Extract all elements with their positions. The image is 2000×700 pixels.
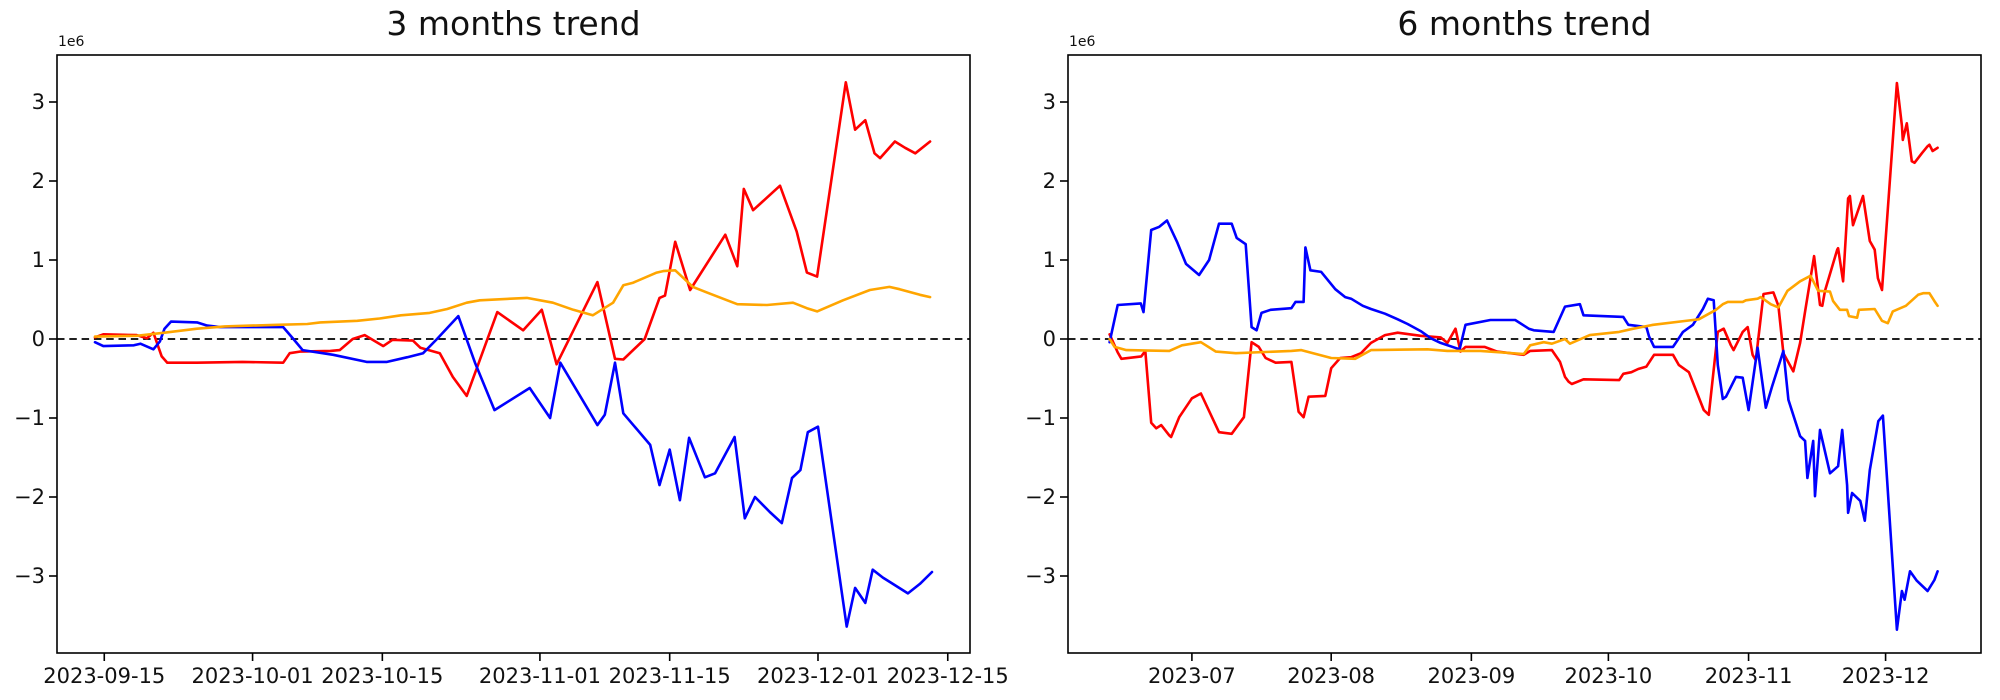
y-tick-label: −3 <box>14 564 45 588</box>
y-tick-label: 3 <box>31 90 45 114</box>
orange-series-line <box>1108 274 1939 361</box>
red-series-line <box>93 81 932 398</box>
y-axis-offset-label: 1e6 <box>1069 34 1096 50</box>
x-tick-label: 2023-09-15 <box>43 664 166 688</box>
x-tick-label: 2023-11-15 <box>608 664 731 688</box>
plot-frame <box>1067 54 1982 654</box>
y-tick-label: 2 <box>31 169 45 193</box>
plot-frame <box>56 54 971 654</box>
blue-series-line <box>1108 219 1939 632</box>
y-tick-label: 0 <box>31 327 45 351</box>
x-tick-label: 2023-09 <box>1427 664 1516 688</box>
x-tick-label: 2023-11 <box>1704 664 1793 688</box>
x-tick-label: 2023-10 <box>1564 664 1653 688</box>
chart-title-3-months: 3 months trend <box>386 4 641 43</box>
orange-series-line <box>93 268 932 338</box>
y-axis-offset-label: 1e6 <box>58 34 85 50</box>
x-tick-label: 2023-07 <box>1148 664 1236 688</box>
x-tick-label: 2023-10-01 <box>191 664 314 688</box>
y-tick-label: −1 <box>14 406 45 430</box>
x-tick-label: 2023-08 <box>1287 664 1376 688</box>
y-tick-label: 1 <box>31 248 45 272</box>
red-series-line <box>1108 81 1939 439</box>
x-tick-label: 2023-12 <box>1841 664 1930 688</box>
y-tick-label: −2 <box>1025 485 1056 509</box>
x-tick-label: 2023-12-01 <box>756 664 880 688</box>
chart-title-6-months: 6 months trend <box>1397 4 1652 43</box>
x-tick-label: 2023-11-01 <box>478 664 601 688</box>
y-tick-label: 0 <box>1042 327 1056 351</box>
y-tick-label: 3 <box>1042 90 1056 114</box>
y-tick-label: 2 <box>1042 169 1056 193</box>
y-tick-label: −3 <box>1025 564 1056 588</box>
y-tick-label: −2 <box>14 485 45 509</box>
y-tick-label: −1 <box>1025 406 1056 430</box>
x-tick-label: 2023-10-15 <box>321 664 444 688</box>
blue-series-line <box>93 314 934 628</box>
y-tick-label: 1 <box>1042 248 1056 272</box>
x-tick-label: 2023-12-15 <box>886 664 1009 688</box>
